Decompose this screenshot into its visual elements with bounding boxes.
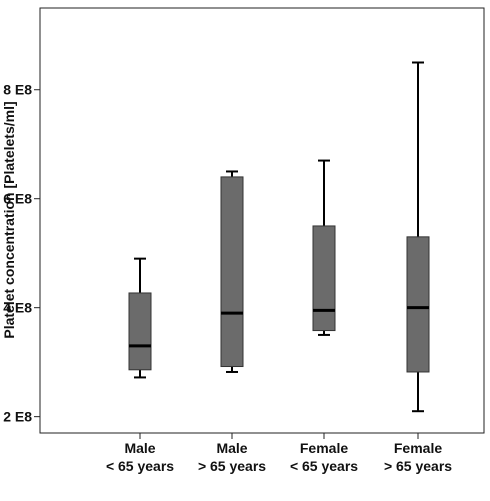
y-tick-label: 2 E8 [3,409,32,425]
iqr-box [406,236,430,373]
category-label-line1: Female [300,440,348,456]
category-label-line1: Male [124,440,155,456]
category-label-line1: Female [394,440,442,456]
box-plot-group [406,61,430,413]
y-axis-title-group: Platelet concentration [Platelets/ml] [1,101,17,338]
category-label-line2: < 65 years [290,458,358,474]
iqr-box [220,176,244,368]
box-plot-group [220,170,244,373]
boxes [128,61,430,413]
category-label-line1: Male [216,440,247,456]
iqr-box [312,225,336,332]
category-label-line2: > 65 years [384,458,452,474]
x-axis-labels: Male < 65 years Male > 65 years Female < 65 y… [106,433,452,474]
y-tick-label: 6 E8 [3,191,32,207]
iqr-box [128,292,152,371]
y-tick-label: 4 E8 [3,300,32,316]
box-plot-group [312,159,336,336]
category-label-line2: > 65 years [198,458,266,474]
y-axis-ticks: 2 E8 4 E8 6 E8 8 E8 [3,82,40,425]
box-plot-group [128,257,152,379]
y-axis-title: Platelet concentration [Platelets/ml] [1,101,17,338]
y-tick-label: 8 E8 [3,82,32,98]
category-label-line2: < 65 years [106,458,174,474]
